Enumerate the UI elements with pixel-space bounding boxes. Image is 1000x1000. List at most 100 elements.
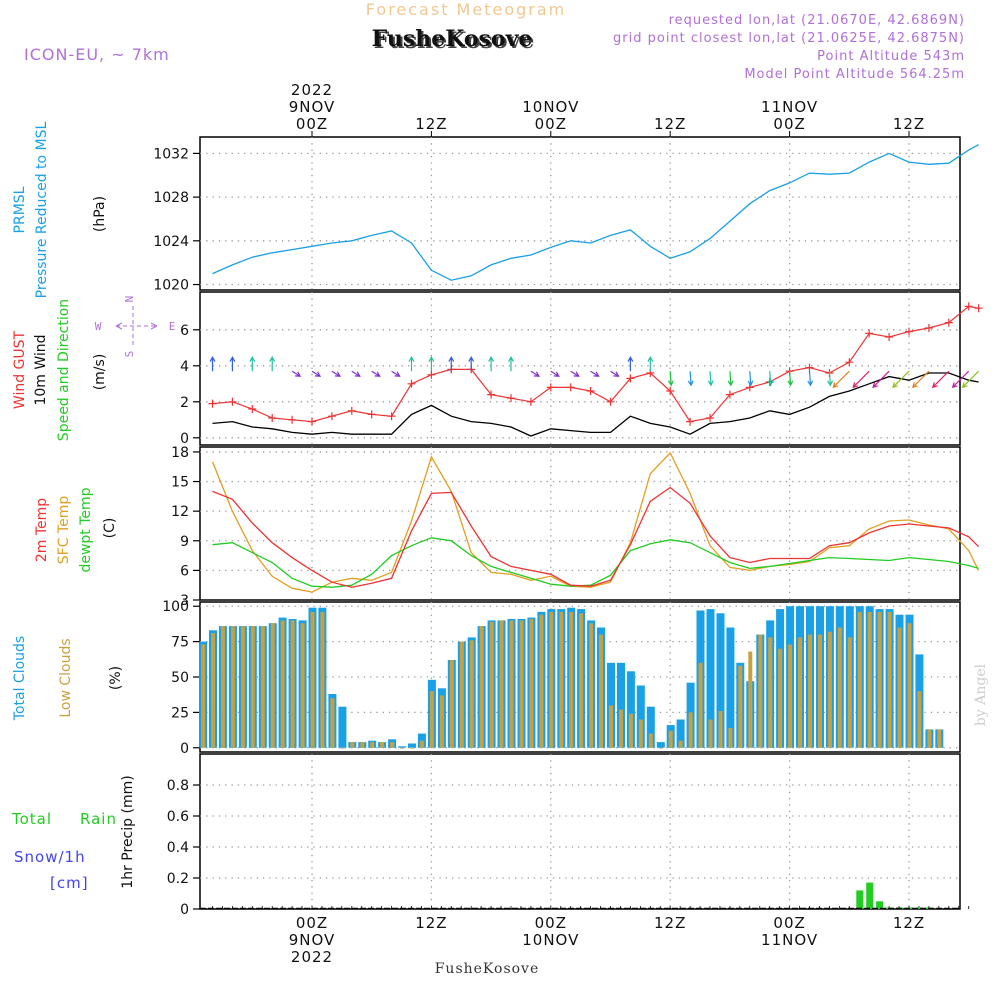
low-cloud-bar <box>250 626 255 748</box>
low-cloud-bar <box>220 626 225 748</box>
wind-direction-arrow <box>570 370 580 377</box>
wind-gust-marker <box>347 406 356 415</box>
wind-series <box>208 302 983 437</box>
wind-gust-marker <box>487 390 496 399</box>
wind-direction-arrow <box>767 371 774 387</box>
low-cloud-bar <box>310 611 315 748</box>
low-cloud-bar <box>539 614 544 748</box>
location-shadow: FusheKosove <box>374 28 535 54</box>
wind-direction-arrow <box>530 370 540 377</box>
temp-tick-label: 12 <box>171 504 189 520</box>
low-cloud-bar <box>469 640 474 748</box>
precip-bars <box>200 882 960 910</box>
wind-direction-arrow <box>807 371 814 387</box>
low-cloud-bar <box>509 620 514 748</box>
total-cloud-bar <box>617 662 625 748</box>
wind-direction-arrow <box>610 370 620 377</box>
low-cloud-bar <box>260 626 265 748</box>
wind-gust-marker <box>586 387 595 395</box>
low-cloud-bar <box>459 641 464 748</box>
wind-direction-arrow <box>892 370 910 389</box>
time-label-bottom: 00Z <box>296 914 328 932</box>
rain-bar <box>915 907 923 909</box>
wind-direction-arrow <box>590 370 600 377</box>
low-cloud-bar <box>240 626 245 748</box>
low-cloud-bar <box>827 631 832 748</box>
clouds-total-label: Total Clouds <box>12 636 28 721</box>
low-cloud-bar <box>778 648 783 748</box>
low-cloud-bar <box>728 727 733 748</box>
total-cloud-bar <box>646 706 655 748</box>
wind-direction-arrows <box>209 355 980 389</box>
total-cloud-bar <box>398 746 407 748</box>
requested-coords: requested lon,lat (21.0670E, 42.6869N) <box>669 13 965 28</box>
low-cloud-bar <box>668 730 673 748</box>
wind-gust-marker <box>805 363 814 372</box>
low-cloud-bar <box>559 611 564 748</box>
low-cloud-bar <box>201 644 206 748</box>
compass-west: W <box>95 320 102 333</box>
model-name: ICON-EU, ~ 7km <box>24 45 170 64</box>
temp-tick-label: 18 <box>171 445 189 461</box>
wind-gust-marker <box>208 399 217 408</box>
low-cloud-bar <box>818 634 822 748</box>
wind-direction-arrow <box>448 355 455 372</box>
total-cloud-bar <box>338 706 347 748</box>
time-label-bottom: 2022 <box>291 948 333 966</box>
wind-gust-marker <box>367 410 376 419</box>
wind-10m-label: 10m Wind <box>33 334 49 405</box>
wind-gust-marker <box>845 358 854 367</box>
wind-gust-marker <box>974 304 983 313</box>
wind-direction-arrow <box>550 370 560 377</box>
clouds-unit: (%) <box>108 666 124 690</box>
wind-direction-arrow <box>687 371 694 387</box>
wind-gust-marker <box>924 324 933 332</box>
temp-series <box>211 451 980 593</box>
temp-panel <box>199 446 961 601</box>
wind-gust-marker <box>427 370 436 379</box>
chart-title: Forecast Meteogram <box>366 0 566 19</box>
low-cloud-bar <box>549 611 554 748</box>
total-cloud-bar <box>607 662 615 748</box>
wind-gust-marker <box>288 415 297 424</box>
low-cloud-bar <box>449 660 454 748</box>
wind-direction-arrow <box>488 355 495 372</box>
precip-legend-cm: [cm] <box>50 874 89 892</box>
wind-direction-arrow <box>872 370 890 389</box>
low-cloud-bar <box>768 637 773 748</box>
low-cloud-bar <box>270 623 275 748</box>
wind-gust-marker <box>666 387 675 395</box>
wind-gust-marker <box>566 383 575 392</box>
wind-unit: (m/s) <box>92 354 108 391</box>
clouds-tick-label: 25 <box>171 705 189 721</box>
sfc-temp-line <box>211 451 980 593</box>
low-cloud-bar <box>688 712 693 748</box>
time-label-top: 12Z <box>415 115 447 133</box>
low-cloud-bar <box>599 634 603 748</box>
clouds-low-label: Low Clouds <box>58 638 74 717</box>
precip-tick-label: 0.8 <box>167 778 189 794</box>
wind-gust-marker <box>387 412 396 421</box>
wind-direction-arrow <box>351 370 361 377</box>
time-label-top: 00Z <box>296 115 328 133</box>
low-cloud-bar <box>439 695 444 748</box>
wind-gust-marker <box>944 318 953 327</box>
clouds-tick-label: 0 <box>180 741 189 757</box>
low-cloud-bar <box>619 709 623 748</box>
low-cloud-bar <box>380 742 385 748</box>
pressure-tick-label: 1032 <box>153 146 189 162</box>
low-cloud-bar <box>907 623 912 748</box>
time-label-bottom: 12Z <box>893 914 925 932</box>
low-cloud-bar <box>678 740 683 748</box>
low-cloud-bar <box>230 626 235 748</box>
wind-gust-marker <box>407 379 416 388</box>
wind-gust-label: Wind GUST <box>12 330 28 409</box>
precip-tick-label: 0.6 <box>167 809 189 825</box>
wind-direction-arrow <box>311 370 322 377</box>
wind-direction-arrow <box>667 371 674 387</box>
low-cloud-bar <box>917 691 922 748</box>
point-altitude: Point Altitude 543m <box>817 49 965 64</box>
wind-direction-arrow <box>391 370 401 377</box>
compass-arrowheads <box>115 322 158 330</box>
